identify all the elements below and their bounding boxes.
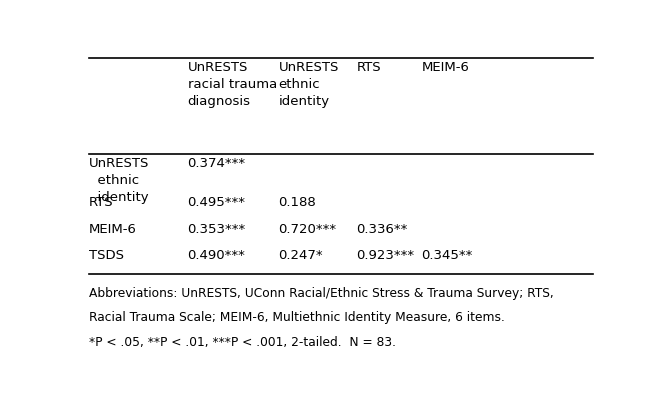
- Text: 0.720***: 0.720***: [279, 223, 336, 236]
- Text: 0.336**: 0.336**: [356, 223, 408, 236]
- Text: 0.490***: 0.490***: [188, 249, 245, 263]
- Text: Abbreviations: UnRESTS, UConn Racial/Ethnic Stress & Trauma Survey; RTS,: Abbreviations: UnRESTS, UConn Racial/Eth…: [89, 287, 553, 300]
- Text: Racial Trauma Scale; MEIM-6, Multiethnic Identity Measure, 6 items.: Racial Trauma Scale; MEIM-6, Multiethnic…: [89, 311, 505, 324]
- Text: MEIM-6: MEIM-6: [89, 223, 137, 236]
- Text: MEIM-6: MEIM-6: [421, 61, 469, 74]
- Text: 0.374***: 0.374***: [188, 157, 246, 170]
- Text: 0.247*: 0.247*: [279, 249, 323, 263]
- Text: UnRESTS
ethnic
identity: UnRESTS ethnic identity: [279, 61, 339, 108]
- Text: RTS: RTS: [89, 196, 114, 209]
- Text: 0.188: 0.188: [279, 196, 316, 209]
- Text: UnRESTS
  ethnic
  identity: UnRESTS ethnic identity: [89, 157, 149, 204]
- Text: *P < .05, **P < .01, ***P < .001, 2-tailed.  N = 83.: *P < .05, **P < .01, ***P < .001, 2-tail…: [89, 336, 396, 349]
- Text: RTS: RTS: [356, 61, 381, 74]
- Text: 0.923***: 0.923***: [356, 249, 415, 263]
- Text: TSDS: TSDS: [89, 249, 124, 263]
- Text: 0.353***: 0.353***: [188, 223, 246, 236]
- Text: 0.495***: 0.495***: [188, 196, 246, 209]
- Text: UnRESTS
racial trauma
diagnosis: UnRESTS racial trauma diagnosis: [188, 61, 277, 108]
- Text: 0.345**: 0.345**: [421, 249, 472, 263]
